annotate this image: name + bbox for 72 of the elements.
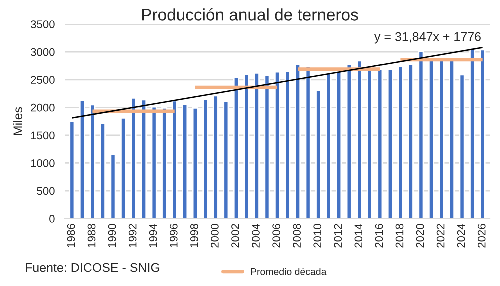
bar — [398, 66, 404, 219]
x-tick-label: 2006 — [272, 224, 280, 248]
bar — [316, 90, 322, 219]
bar — [274, 71, 281, 219]
bar — [120, 118, 127, 219]
bar — [408, 64, 414, 219]
bar — [377, 68, 384, 219]
bar — [182, 104, 188, 219]
x-tick-label: 2014 — [354, 224, 363, 248]
bar — [366, 66, 373, 219]
bar — [162, 108, 168, 219]
bar — [356, 60, 363, 219]
bar — [295, 64, 302, 219]
bar — [326, 72, 332, 219]
bar — [244, 74, 250, 219]
x-tick-label: 1990 — [108, 224, 116, 248]
x-tick-label: 2026 — [478, 224, 486, 248]
bar — [151, 106, 158, 219]
bar — [264, 74, 270, 219]
bar — [100, 123, 106, 219]
bar — [202, 98, 209, 219]
bar — [110, 154, 116, 219]
x-tick-label: 2004 — [252, 224, 260, 248]
bar — [79, 100, 86, 219]
y-tick-label: 500 — [37, 187, 55, 196]
x-tick-label: 2002 — [232, 224, 240, 248]
x-tick-label: 2022 — [436, 224, 445, 248]
x-tick-label: 2018 — [396, 224, 404, 248]
bar — [223, 100, 230, 219]
source-note: Fuente: DICOSE - SNIG — [26, 263, 160, 272]
bar — [346, 64, 352, 219]
bar — [212, 95, 219, 219]
bar — [305, 66, 312, 219]
x-tick-label: 2020 — [416, 224, 424, 248]
y-tick-label: 2500 — [31, 76, 55, 84]
bar — [233, 76, 240, 219]
x-tick-label: 1988 — [88, 224, 96, 248]
x-tick-label: 2012 — [334, 224, 342, 248]
x-tick-label: 1986 — [67, 224, 76, 248]
bar — [336, 70, 342, 219]
annotation: y = 31,847x + 1776 — [374, 32, 481, 44]
x-tick-label: 1994 — [149, 224, 158, 248]
bar — [141, 99, 148, 219]
bar — [90, 104, 96, 219]
bar — [254, 72, 260, 219]
bar — [480, 49, 486, 219]
bar — [470, 48, 476, 219]
bar — [192, 108, 198, 219]
y-tick-label: 1000 — [31, 159, 55, 168]
bar — [284, 70, 291, 219]
bar — [130, 98, 137, 219]
bar — [172, 100, 178, 219]
chart-title: Producción anual de terneros — [142, 8, 358, 21]
y-tick-label: 1500 — [31, 132, 55, 140]
x-tick-label: 1996 — [170, 224, 178, 248]
legend-label: Promedio década — [251, 268, 327, 276]
bar — [69, 120, 76, 219]
y-tick-label: 2000 — [31, 104, 55, 112]
y-axis-title: Miles — [13, 107, 23, 136]
x-tick-label: 2010 — [314, 224, 322, 248]
x-tick-label: 1992 — [128, 224, 137, 248]
x-tick-label: 2016 — [375, 224, 384, 248]
x-tick-label: 2024 — [457, 224, 466, 248]
y-tick-label: 3000 — [30, 48, 55, 56]
bar — [387, 68, 394, 219]
bar — [418, 50, 424, 219]
bar — [459, 74, 466, 219]
y-tick-label: 3500 — [30, 20, 55, 28]
y-tick-label: 0 — [50, 215, 55, 223]
x-tick-label: 2000 — [211, 224, 219, 248]
x-tick-label: 1998 — [190, 224, 198, 248]
x-tick-label: 2008 — [293, 224, 302, 248]
